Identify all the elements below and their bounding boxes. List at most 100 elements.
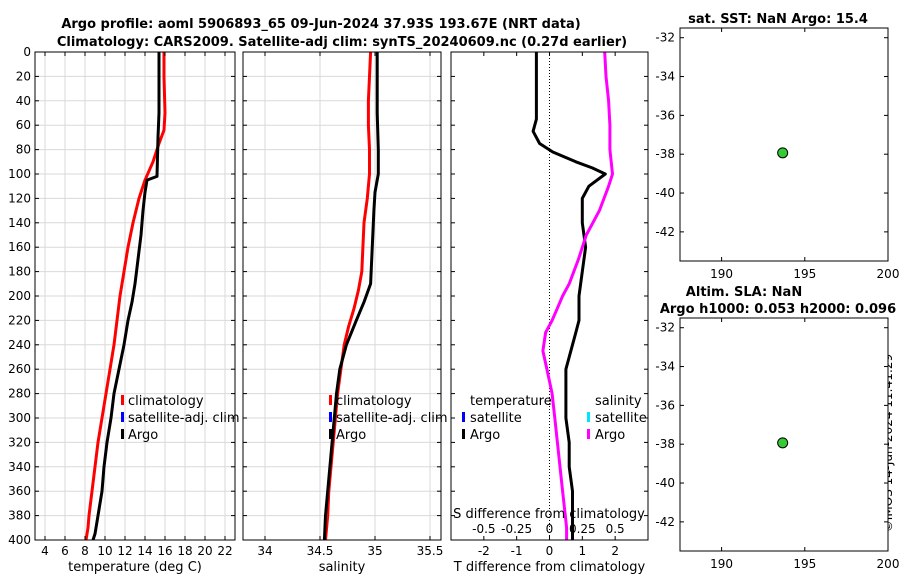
x-tick-label: 35 xyxy=(367,544,382,558)
legend-salinity-header: salinity xyxy=(595,394,642,409)
y-tick-label: 140 xyxy=(8,216,31,230)
x-tick-label: -1 xyxy=(511,544,523,558)
panel-sla_map: 190 195 200 -32 -34 -36 -38 -40 -42 xyxy=(655,317,900,571)
float-position-marker xyxy=(777,437,789,449)
x-tick-label: -2 xyxy=(478,544,490,558)
x-tick-label: 8 xyxy=(81,544,89,558)
secondary-x-tick-label: 0.5 xyxy=(606,522,625,536)
series-line-climatology xyxy=(84,52,167,541)
x-axis-label: salinity xyxy=(319,560,366,575)
panel-sst_map: 190 195 200 -32 -34 -36 -38 -40 -42 xyxy=(655,27,900,281)
y-tick-label: 260 xyxy=(8,362,31,376)
x-tick-label: 0 xyxy=(546,544,554,558)
y-tick-label: -36 xyxy=(655,108,675,122)
legend-item: climatology xyxy=(336,394,412,409)
difference-legend: temperature satellite Argo salinity satellit… xyxy=(453,394,647,536)
y-tick-label: 240 xyxy=(8,338,31,352)
legend: climatology satellite-adj. clim Argo xyxy=(121,394,240,443)
legend-swatch xyxy=(329,412,332,422)
y-tick-label: 200 xyxy=(8,289,31,303)
y-tick-label: -36 xyxy=(655,398,675,412)
x-tick-label: 22 xyxy=(217,544,232,558)
y-tick-label: 360 xyxy=(8,484,31,498)
x-tick-label: 4 xyxy=(41,544,49,558)
x-tick-label: 34.5 xyxy=(307,544,334,558)
x-tick-label: 200 xyxy=(877,267,900,281)
x-axis-label: T difference from climatology xyxy=(453,560,646,575)
panel-salinity: 34 34.5 35 35.5 salinity climatology satellite… xyxy=(242,51,448,575)
legend: climatology satellite-adj. clim Argo xyxy=(329,394,448,443)
panel-temperature: 0 20 40 60 80 100 120 140 160 180 200 220 240 260 280 3… xyxy=(8,45,240,575)
x-tick-label: 1 xyxy=(579,544,587,558)
map-frame xyxy=(679,27,889,262)
y-tick-label: -38 xyxy=(655,437,675,451)
legend-item: satellite xyxy=(470,411,522,426)
y-tick-label: 0 xyxy=(23,45,31,59)
y-tick-label: -40 xyxy=(655,476,675,490)
x-tick-label: 6 xyxy=(61,544,69,558)
x-tick-label: 16 xyxy=(157,544,172,558)
y-tick-label: 120 xyxy=(8,191,31,205)
legend-item: satellite-adj. clim xyxy=(336,411,448,426)
panel-difference: -2 -1 0 1 2 T difference from climatology temp… xyxy=(450,51,649,575)
legend-swatch xyxy=(587,412,590,422)
legend-swatch xyxy=(121,395,124,405)
x-tick-label: 195 xyxy=(793,557,816,571)
secondary-x-tick-label: 0.25 xyxy=(569,522,596,536)
legend-item: Argo xyxy=(470,428,500,443)
x-tick-label: 12 xyxy=(117,544,132,558)
float-position-marker xyxy=(777,147,789,159)
main-title-line2: Climatology: CARS2009. Satellite-adj cli… xyxy=(57,35,627,50)
series-line-t-diff-argo xyxy=(531,52,607,540)
y-tick-label: 400 xyxy=(8,533,31,547)
x-tick-label: 18 xyxy=(177,544,192,558)
legend-swatch xyxy=(462,412,465,422)
legend-swatch xyxy=(329,395,332,405)
y-tick-label: 100 xyxy=(8,167,31,181)
x-tick-label: 14 xyxy=(137,544,152,558)
legend-item: Argo xyxy=(336,428,366,443)
y-tick-label: 220 xyxy=(8,313,31,327)
secondary-x-tick-label: 0 xyxy=(546,522,554,536)
x-tick-label: 35.5 xyxy=(417,544,444,558)
secondary-axis-label: S difference from climatology xyxy=(453,507,645,522)
x-tick-label: 200 xyxy=(877,557,900,571)
y-tick-label: 20 xyxy=(16,69,31,83)
sst-map-title: sat. SST: NaN Argo: 15.4 xyxy=(688,12,868,27)
y-tick-label: 40 xyxy=(16,94,31,108)
legend-swatch xyxy=(587,429,590,439)
series-line-argo xyxy=(322,52,380,541)
y-tick-label: 80 xyxy=(16,143,31,157)
secondary-x-tick-label: -0.5 xyxy=(472,522,495,536)
x-tick-label: 34 xyxy=(257,544,272,558)
legend-item: climatology xyxy=(128,394,204,409)
y-tick-label: 180 xyxy=(8,265,31,279)
x-tick-label: 2 xyxy=(611,544,619,558)
legend-temperature-header: temperature xyxy=(470,394,552,409)
y-tick-label: 320 xyxy=(8,435,31,449)
legend-swatch xyxy=(462,429,465,439)
x-tick-label: 190 xyxy=(710,557,733,571)
legend-item: satellite xyxy=(595,411,647,426)
legend-item: Argo xyxy=(595,428,625,443)
y-tick-label: -38 xyxy=(655,147,675,161)
y-tick-label: -42 xyxy=(655,515,675,529)
y-tick-label: 300 xyxy=(8,411,31,425)
legend-item: satellite-adj. clim xyxy=(128,411,240,426)
series-line-argo xyxy=(91,52,161,541)
legend-swatch xyxy=(329,429,332,439)
y-tick-label: 60 xyxy=(16,118,31,132)
x-tick-label: 10 xyxy=(97,544,112,558)
x-tick-label: 20 xyxy=(197,544,212,558)
legend-swatch xyxy=(121,429,124,439)
y-tick-label: 340 xyxy=(8,460,31,474)
x-tick-label: 195 xyxy=(793,267,816,281)
secondary-x-tick-label: -0.25 xyxy=(501,522,532,536)
y-tick-label: -32 xyxy=(655,31,675,45)
y-tick-label: -34 xyxy=(655,70,675,84)
y-tick-label: -34 xyxy=(655,360,675,374)
legend-item: Argo xyxy=(128,428,158,443)
series-line-s-diff-argo xyxy=(541,51,614,540)
sla-map-title-line2: Argo h1000: 0.053 h2000: 0.096 xyxy=(660,302,896,317)
